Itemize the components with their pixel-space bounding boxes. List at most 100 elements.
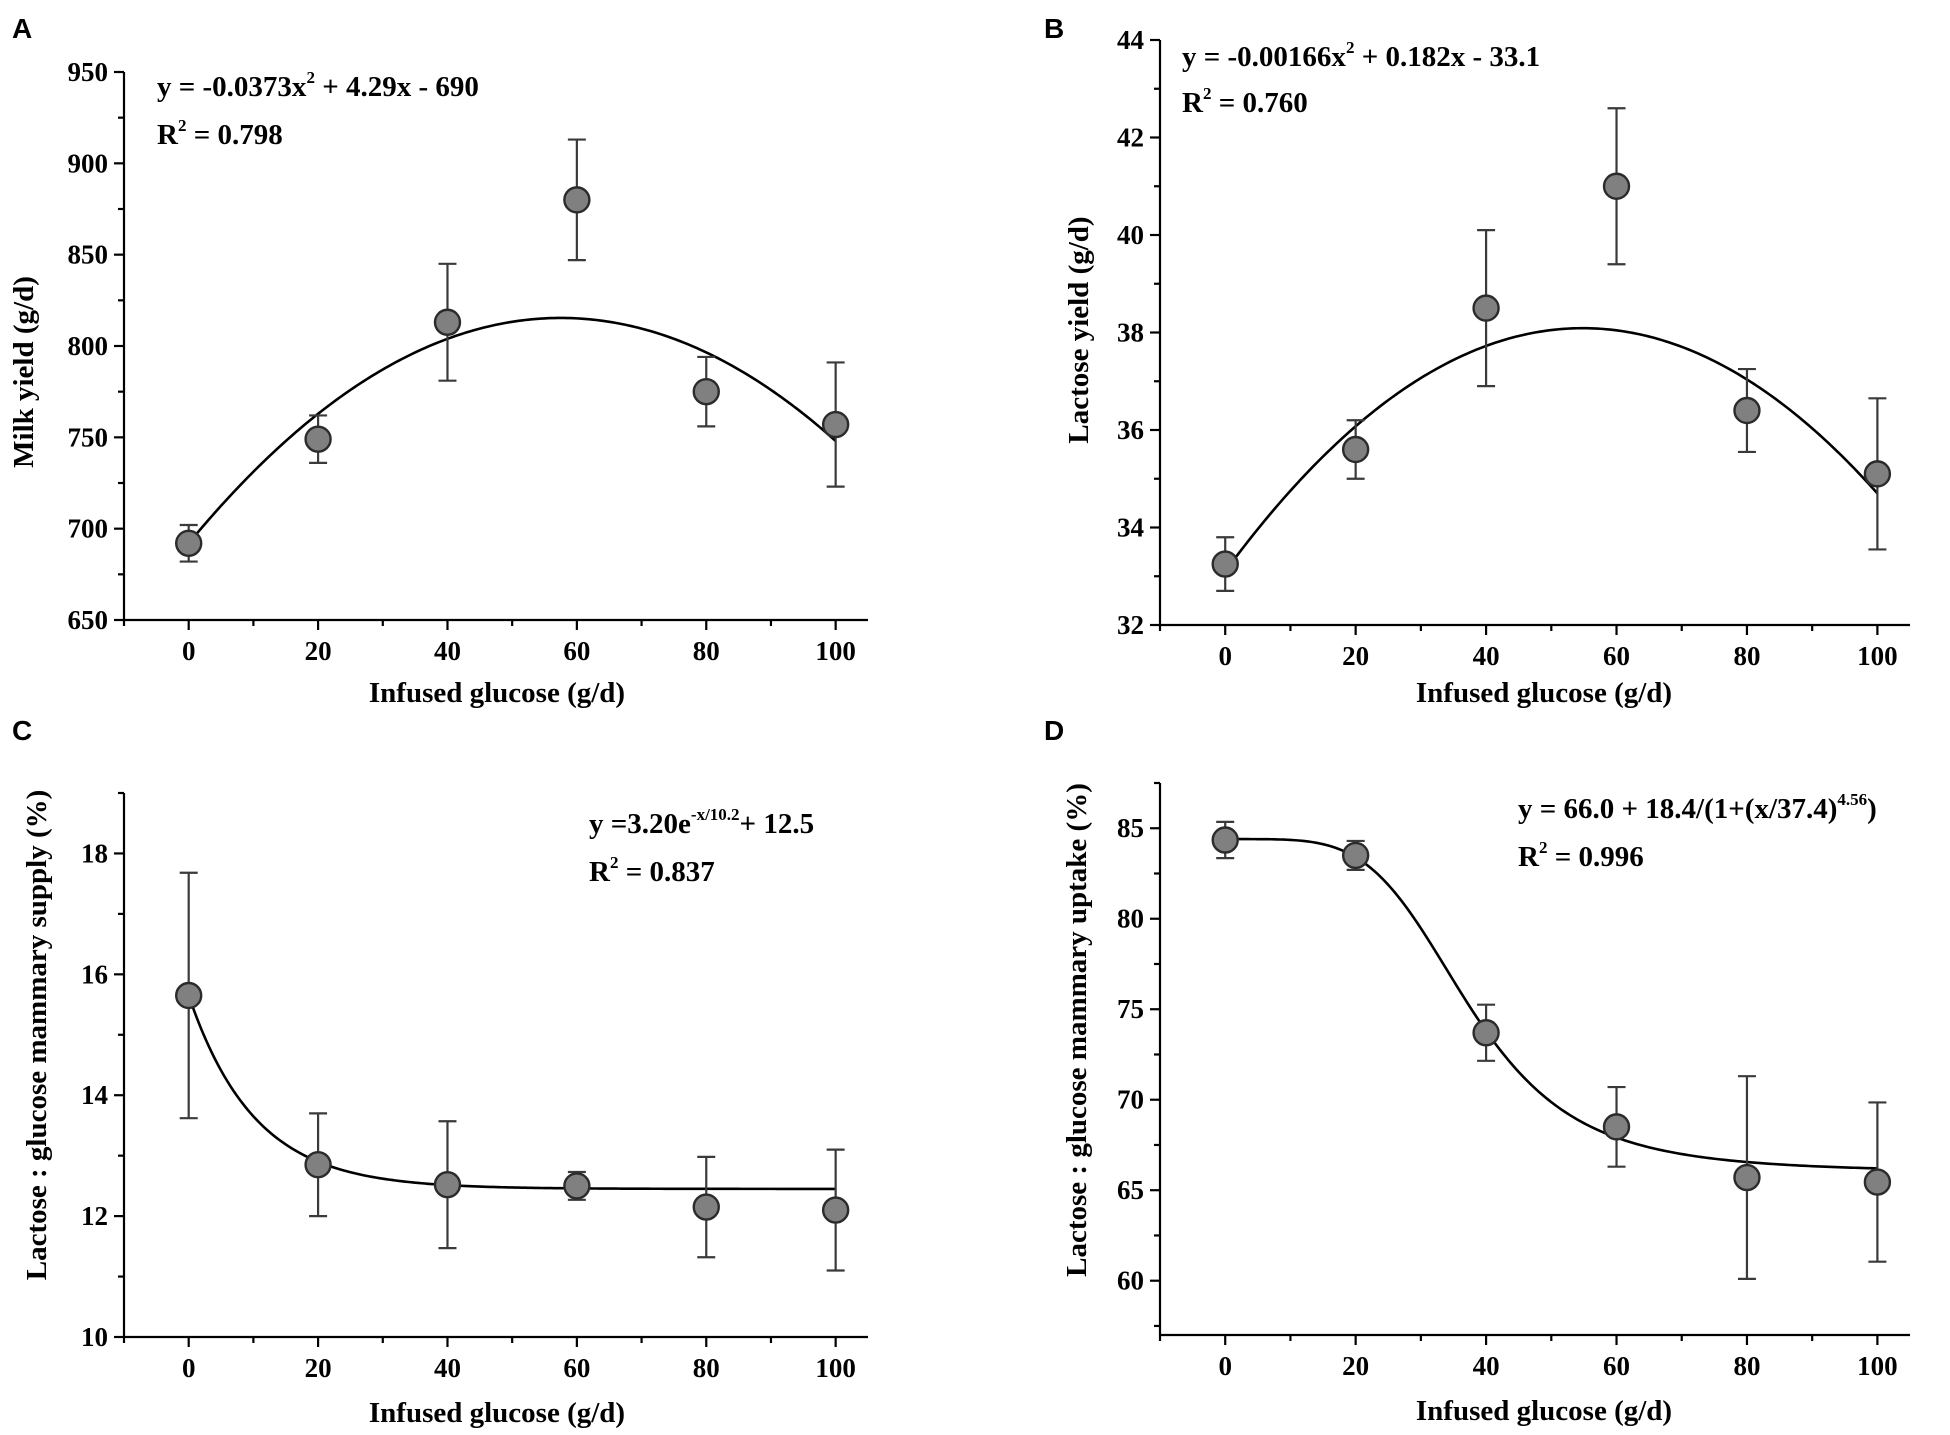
y-tick-label: 16	[81, 959, 108, 989]
y-tick-label: 900	[68, 148, 109, 178]
x-tick-label: 100	[1857, 1351, 1898, 1381]
x-tick-label: 60	[563, 1353, 590, 1383]
x-tick-label: 20	[1342, 1351, 1369, 1381]
y-tick-label: 950	[68, 57, 109, 87]
data-point	[1341, 841, 1370, 870]
x-tick-label: 0	[1218, 1351, 1232, 1381]
x-tick-label: 40	[1473, 641, 1500, 671]
y-tick-label: 44	[1117, 25, 1144, 55]
x-tick-label: 40	[434, 636, 461, 666]
y-tick-label: 36	[1117, 415, 1144, 445]
ticks: 0 20 40 60 80 100 60 65 70 75 80 85	[1117, 781, 1910, 1381]
x-axis-label: Infused glucose (g/d)	[1416, 677, 1672, 709]
data-point	[821, 1196, 850, 1224]
y-axis-label: Milk yield (g/d)	[8, 276, 40, 468]
y-tick-label: 80	[1117, 904, 1144, 934]
data-point	[1341, 435, 1370, 464]
panel-b: B 0 20 40 60 80 100 32 34 36 38 40 42 44 y = -0.0016…	[1044, 13, 1910, 709]
equation: y = -0.0373x2 + 4.29x - 690 R2 = 0.798	[157, 68, 479, 151]
data-point	[1211, 826, 1239, 854]
y-tick-label: 38	[1117, 318, 1144, 348]
x-tick-label: 0	[1218, 641, 1232, 671]
x-tick-label: 60	[563, 636, 590, 666]
marks	[1211, 820, 1892, 1280]
x-tick-label: 100	[1857, 641, 1898, 671]
panel-c: C 0 20 40 60 80 100 10 12 14 16 18 y =3.20e-x/10.2…	[12, 715, 868, 1429]
x-tick-label: 0	[182, 1353, 196, 1383]
data-point	[433, 308, 462, 336]
equation-line: y = -0.0373x2 + 4.29x - 690	[157, 68, 479, 103]
y-axis-label: Lactose : glucose mammary uptake (%)	[1061, 783, 1093, 1277]
y-axis-label: Lactose : glucose mammary supply (%)	[21, 790, 53, 1281]
y-tick-label: 800	[68, 331, 109, 361]
data-point	[1733, 396, 1761, 425]
y-tick-label: 700	[68, 514, 109, 544]
data-point	[433, 1170, 462, 1199]
marks	[174, 138, 850, 563]
y-tick-label: 18	[81, 838, 108, 868]
data-point	[563, 1172, 591, 1200]
y-tick-label: 750	[68, 422, 109, 452]
x-tick-label: 60	[1603, 641, 1630, 671]
y-tick-label: 42	[1117, 123, 1144, 153]
y-tick-label: 650	[68, 605, 109, 635]
data-point	[1602, 1113, 1631, 1141]
data-point	[692, 1193, 720, 1221]
r-squared: R2 = 0.996	[1518, 838, 1644, 873]
r-squared: R2 = 0.760	[1182, 84, 1308, 119]
data-point	[304, 425, 332, 453]
y-tick-label: 850	[68, 240, 109, 270]
x-tick-label: 20	[1342, 641, 1369, 671]
x-tick-label: 0	[182, 636, 196, 666]
x-axis-label: Infused glucose (g/d)	[369, 677, 625, 709]
fit-curve	[1225, 837, 1878, 1170]
equation-line: y =3.20e-x/10.2+ 12.5	[589, 805, 814, 840]
y-tick-label: 85	[1117, 813, 1144, 843]
r-squared: R2 = 0.798	[157, 116, 283, 151]
panel-letter: C	[12, 715, 32, 746]
data-point	[563, 186, 591, 214]
y-tick-label: 32	[1117, 610, 1144, 640]
x-axis-label: Infused glucose (g/d)	[1416, 1395, 1672, 1427]
y-axis-label: Lactose yield (g/d)	[1063, 216, 1095, 443]
equation: y = 66.0 + 18.4/(1+(x/37.4)4.56) R2 = 0.…	[1518, 790, 1877, 873]
equation: y = -0.00166x2 + 0.182x - 33.1 R2 = 0.76…	[1182, 38, 1540, 119]
data-point	[1863, 460, 1892, 488]
y-tick-label: 10	[81, 1322, 108, 1352]
data-point	[1602, 172, 1631, 200]
equation-line: y = -0.00166x2 + 0.182x - 33.1	[1182, 38, 1540, 73]
y-tick-label: 70	[1117, 1085, 1144, 1115]
x-tick-label: 20	[305, 636, 332, 666]
data-point	[1472, 1019, 1500, 1047]
marks	[174, 871, 850, 1272]
x-axis-label: Infused glucose (g/d)	[369, 1397, 625, 1429]
ticks: 0 20 40 60 80 100 650 700 750 800 850 900 950	[68, 57, 868, 666]
data-point	[692, 377, 720, 406]
x-tick-label: 80	[1733, 1351, 1760, 1381]
x-tick-label: 100	[815, 1353, 856, 1383]
x-tick-label: 80	[693, 636, 720, 666]
data-point	[1733, 1163, 1761, 1192]
x-tick-label: 100	[815, 636, 856, 666]
data-point	[174, 981, 203, 1010]
y-tick-label: 34	[1117, 513, 1144, 543]
ticks: 0 20 40 60 80 100 32 34 36 38 40 42 44	[1117, 25, 1910, 671]
r-squared: R2 = 0.837	[589, 853, 715, 888]
ticks: 0 20 40 60 80 100 10 12 14 16 18	[81, 791, 868, 1383]
y-tick-label: 65	[1117, 1175, 1144, 1205]
x-tick-label: 40	[434, 1353, 461, 1383]
y-tick-label: 40	[1117, 220, 1144, 250]
x-tick-label: 60	[1603, 1351, 1630, 1381]
equation: y =3.20e-x/10.2+ 12.5 R2 = 0.837	[589, 805, 814, 888]
equation-line: y = 66.0 + 18.4/(1+(x/37.4)4.56)	[1518, 790, 1877, 825]
data-point	[821, 410, 850, 439]
data-point	[174, 529, 203, 557]
fit-curve	[187, 995, 836, 1191]
marks	[1211, 107, 1892, 592]
panel-letter: B	[1044, 13, 1064, 44]
data-point	[304, 1151, 332, 1179]
data-point	[1472, 294, 1500, 322]
y-tick-label: 60	[1117, 1266, 1144, 1296]
panel-letter: D	[1044, 715, 1064, 746]
